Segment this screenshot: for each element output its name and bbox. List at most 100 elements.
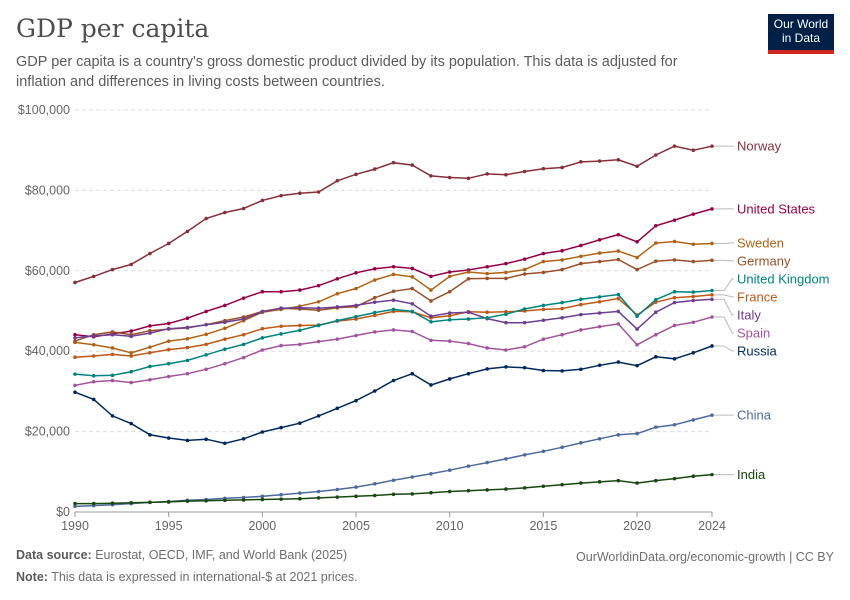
data-point	[560, 482, 564, 487]
data-point	[185, 325, 190, 330]
data-point	[504, 487, 508, 491]
data-point	[560, 300, 564, 305]
data-point	[485, 346, 489, 350]
line-chart: $0 $20,000 $40,000 $60,000 $80,000 $100,000 19…	[18, 103, 830, 533]
data-point	[166, 326, 171, 331]
data-point	[372, 493, 377, 498]
data-point	[691, 290, 696, 294]
data-point	[485, 172, 489, 176]
data-point	[354, 286, 358, 291]
data-point	[166, 321, 171, 326]
data-point	[447, 339, 452, 343]
data-point	[148, 324, 152, 328]
data-point	[260, 497, 265, 502]
data-point	[485, 367, 489, 371]
data-point	[354, 485, 358, 489]
data-point	[110, 414, 115, 418]
data-point	[635, 363, 639, 368]
data-point	[710, 288, 714, 293]
data-point	[354, 494, 358, 499]
data-point	[204, 342, 208, 347]
data-point	[73, 355, 77, 360]
data-point	[579, 441, 583, 445]
data-point	[560, 165, 564, 170]
data-point	[691, 294, 696, 299]
data-point	[204, 322, 208, 327]
data-point	[579, 297, 583, 302]
data-point	[597, 295, 602, 299]
data-point	[279, 289, 283, 294]
data-point	[110, 501, 115, 505]
data-point	[672, 323, 677, 328]
data-point	[129, 421, 134, 426]
data-point	[691, 474, 696, 479]
data-point	[541, 484, 546, 489]
data-source-label: Data source:	[16, 548, 92, 562]
data-point	[485, 460, 489, 465]
data-point	[653, 478, 658, 483]
data-point	[710, 413, 714, 417]
data-point	[522, 169, 527, 174]
data-point	[541, 303, 546, 308]
data-point	[298, 496, 302, 501]
data-point	[710, 344, 714, 348]
data-point	[710, 207, 714, 211]
data-point	[73, 336, 77, 340]
data-point	[372, 266, 377, 271]
data-point	[635, 314, 639, 319]
data-point	[129, 262, 134, 267]
x-tick-label: 2015	[529, 519, 557, 533]
data-point	[597, 238, 602, 242]
data-point	[541, 251, 546, 256]
data-point	[616, 257, 621, 262]
data-point	[504, 270, 508, 275]
data-point	[335, 178, 340, 183]
data-point	[560, 267, 564, 272]
data-point	[372, 167, 377, 171]
data-point	[129, 334, 134, 339]
owid-logo[interactable]: Our World in Data	[768, 14, 834, 54]
data-point	[391, 289, 396, 294]
source-link[interactable]: OurWorldinData.org/economic-growth | CC …	[576, 550, 834, 564]
data-point	[635, 267, 639, 272]
data-point	[410, 286, 415, 291]
data-point	[504, 320, 508, 325]
data-point	[185, 438, 190, 443]
data-point	[429, 288, 433, 292]
data-point	[91, 342, 96, 347]
data-point	[466, 464, 471, 468]
data-point	[616, 232, 621, 237]
data-point	[223, 326, 227, 331]
data-point	[335, 291, 340, 296]
data-point	[466, 310, 471, 315]
data-point	[91, 373, 96, 378]
data-point	[73, 504, 77, 509]
data-point	[335, 487, 340, 492]
series-line	[74, 240, 713, 354]
x-tick-label: 2010	[436, 519, 464, 533]
data-point	[447, 314, 452, 318]
chart-title: GDP per capita	[16, 14, 210, 43]
data-point	[129, 369, 134, 374]
data-point	[504, 312, 508, 317]
data-point	[691, 298, 696, 303]
data-point	[148, 251, 152, 256]
data-point	[204, 332, 208, 337]
data-point	[166, 374, 171, 379]
series-line	[74, 345, 713, 445]
data-point	[522, 486, 527, 490]
series-label: Italy	[737, 307, 761, 322]
data-point	[541, 337, 546, 341]
data-point	[635, 164, 639, 169]
data-point	[504, 172, 508, 177]
data-point	[710, 472, 714, 477]
data-point	[316, 339, 321, 344]
data-point	[279, 425, 283, 430]
data-point	[522, 320, 527, 325]
data-point	[616, 478, 621, 483]
data-point	[316, 323, 321, 328]
data-point	[672, 300, 677, 305]
data-point	[653, 355, 658, 359]
data-point	[335, 495, 340, 499]
data-point	[316, 306, 321, 310]
